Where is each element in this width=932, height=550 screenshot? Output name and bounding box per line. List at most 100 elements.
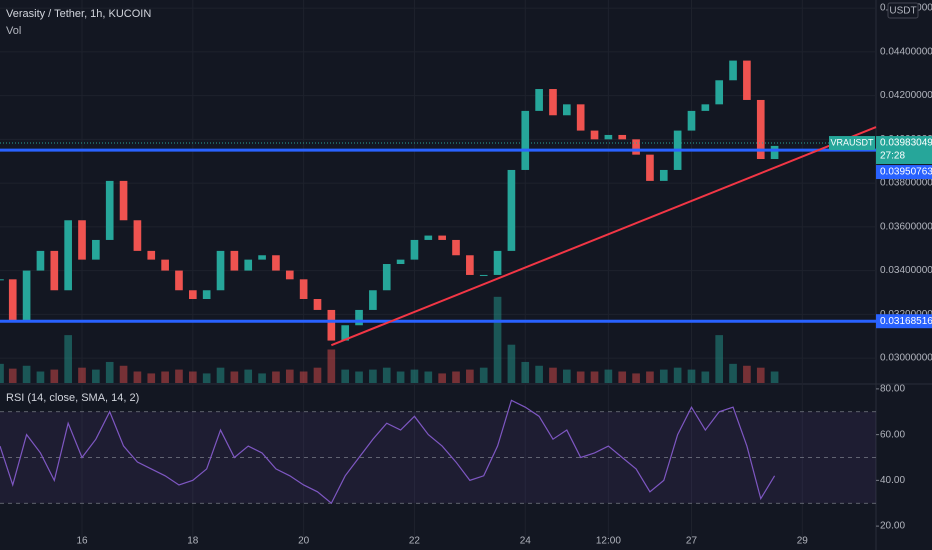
last-price-box (876, 136, 932, 165)
volume-bar (299, 371, 308, 383)
candle (466, 255, 474, 275)
volume-bar (424, 371, 433, 383)
candle (230, 250, 239, 271)
x-tick-label: 20 (298, 536, 310, 547)
hline-price-box (876, 165, 932, 180)
volume-bar (369, 369, 377, 383)
last-price-label: 0.03983049 (880, 138, 932, 149)
volume-bar (22, 365, 31, 383)
volume-bar (355, 371, 363, 383)
y-tick-label: 0.03800000 (880, 178, 932, 189)
candle (175, 270, 183, 291)
hline-price-label: 0.03950763 (880, 167, 932, 178)
volume-bar (659, 369, 668, 383)
volume-bar (770, 371, 779, 383)
volume-bar (202, 373, 211, 383)
candle (369, 290, 377, 310)
candle (92, 239, 100, 260)
volume-bar (188, 371, 197, 383)
volume-bar (452, 371, 460, 383)
candle (646, 154, 654, 181)
volume-bar (576, 371, 585, 383)
volume-bar (410, 369, 419, 383)
y-tick-label: 0.03000000 (880, 353, 932, 364)
volume-bar (119, 365, 128, 383)
rsi-tick-label: 20.00 (880, 521, 905, 532)
candle (632, 139, 640, 155)
volume-bar (175, 369, 183, 383)
y-tick-label: 0.03400000 (880, 265, 932, 276)
candle (188, 290, 197, 300)
candle (576, 104, 585, 131)
x-tick-label: 12:00 (596, 536, 621, 547)
volume-bar (521, 361, 530, 383)
candle (22, 270, 31, 321)
volume-bar (272, 371, 280, 383)
candle (396, 259, 405, 265)
candle (105, 180, 114, 240)
candle (701, 104, 710, 111)
volume-bar (8, 368, 17, 383)
candle (244, 259, 253, 271)
volume-bar (618, 371, 627, 383)
rsi-tick-label: 80.00 (880, 384, 905, 395)
candle (590, 130, 599, 140)
candle (202, 290, 211, 300)
volume-bar (632, 373, 640, 383)
rsi-line (0, 399, 776, 505)
volume-bar (466, 369, 474, 383)
x-tick-label: 16 (76, 536, 88, 547)
x-tick-label: 27 (686, 536, 698, 547)
volume-bar (715, 335, 724, 383)
volume-bar (133, 371, 142, 383)
volume-bar (729, 363, 737, 383)
candle (8, 279, 17, 321)
candle (327, 309, 336, 341)
volume-bar (563, 369, 571, 383)
y-tick-label: 0.03600000 (880, 221, 932, 232)
hline-price-box (876, 314, 932, 329)
volume-bar (687, 369, 696, 383)
rsi-tick-label: 40.00 (880, 475, 905, 486)
candle (272, 255, 280, 271)
volume-bar (105, 361, 114, 383)
candle (687, 110, 696, 131)
volume-bar (382, 367, 391, 383)
currency-label: USDT (889, 6, 916, 17)
candle (382, 264, 391, 291)
volume-bar (604, 369, 613, 383)
y-tick-label: 0.04200000 (880, 90, 932, 101)
symbol-label: VRAUSDT (830, 137, 874, 147)
candle (36, 250, 45, 271)
candle (64, 220, 72, 291)
candle (521, 110, 530, 170)
y-tick-label: 0.04400000 (880, 46, 932, 57)
candle (563, 104, 571, 116)
volume-bar (50, 369, 59, 383)
candle (549, 89, 557, 116)
volume-bar (479, 367, 488, 383)
volume-bar (549, 367, 557, 383)
volume-bar (258, 373, 266, 383)
volume-bar (216, 367, 225, 383)
x-tick-label: 29 (797, 536, 809, 547)
candle (161, 259, 169, 271)
volume-bar (341, 369, 350, 383)
candle (313, 299, 322, 310)
candle (659, 169, 668, 181)
volume-bar (36, 371, 45, 383)
volume-bar (313, 367, 322, 383)
candle (133, 220, 142, 251)
volume-bar (0, 363, 4, 383)
volume-bar (285, 369, 294, 383)
rsi-tick-label: 60.00 (880, 429, 905, 440)
volume-bar (244, 369, 253, 383)
candle (438, 235, 446, 240)
currency-box (887, 2, 919, 19)
candle (715, 80, 724, 105)
volume-bar (590, 371, 599, 383)
volume-label: Vol (6, 25, 21, 37)
candle (410, 239, 419, 260)
volume-bar (161, 371, 169, 383)
